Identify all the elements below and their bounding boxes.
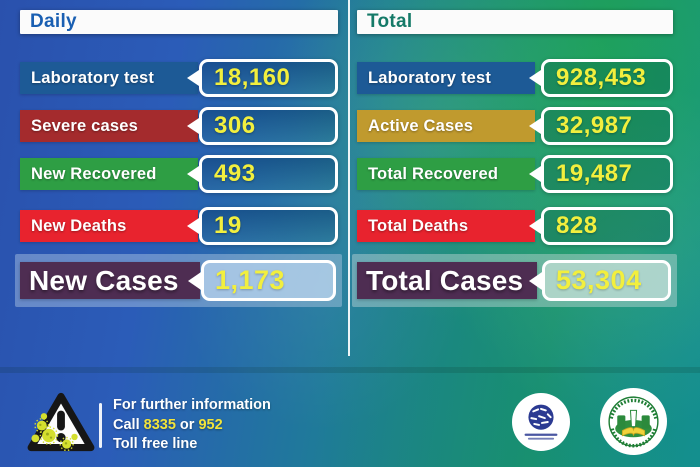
stat-value-box: 19 [199,207,338,245]
stat-label-bar: New Recovered [20,158,198,190]
stat-row-total-active-cases: Active Cases 32,987 [357,107,673,145]
stat-value-box: 306 [199,107,338,145]
highlight-value-box: 53,304 [542,260,671,301]
stat-label-bar: Laboratory test [357,62,535,94]
public-health-institute-logo [600,388,667,455]
daily-panel-header: Daily [20,10,338,34]
stat-label-bar: Laboratory test [20,62,198,94]
stat-row-total-laboratory-test: Laboratory test 928,453 [357,59,673,97]
stat-label-bar: Total Deaths [357,210,535,242]
column-divider-line [348,0,350,356]
footer-info-line3: Toll free line [113,436,198,452]
stat-label-bar: New Deaths [20,210,198,242]
call-label: Call [113,416,144,433]
stat-value-box: 18,160 [199,59,338,97]
stat-value-box: 493 [199,155,338,193]
stat-label-bar: Total Recovered [357,158,535,190]
ministry-of-health-logo [512,393,570,451]
virus-warning-triangle-icon [27,392,95,452]
daily-panel: Daily Laboratory test 18,160 Severe case… [15,10,342,307]
footer-separator [0,367,700,373]
stat-value-box: 32,987 [541,107,673,145]
stat-value-box: 19,487 [541,155,673,193]
stat-row-total-recovered: Total Recovered 19,487 [357,155,673,193]
total-panel: Total Laboratory test 928,453 Active Cas… [352,10,677,307]
footer-info-line2: Call 8335 or 952 [113,416,271,436]
footer-info-line1: For further information [113,397,271,413]
highlight-label-bar: New Cases [20,262,200,299]
stat-label-bar: Severe cases [20,110,198,142]
highlight-value-box: 1,173 [201,260,336,301]
highlight-row-new-cases: New Cases 1,173 [15,254,342,307]
stat-label-bar: Active Cases [357,110,535,142]
stat-row-total-deaths: Total Deaths 828 [357,207,673,245]
stat-row-daily-severe-cases: Severe cases 306 [20,107,338,145]
total-panel-header: Total [357,10,673,34]
or-label: or [175,416,199,433]
highlight-label-bar: Total Cases [357,262,537,299]
stat-row-daily-laboratory-test: Laboratory test 18,160 [20,59,338,97]
footer-info-text: For further information Call 8335 or 952… [113,396,271,455]
stat-row-daily-new-recovered: New Recovered 493 [20,155,338,193]
hotline-number-2: 952 [198,416,223,433]
hotline-number-1: 8335 [143,416,176,433]
highlight-row-total-cases: Total Cases 53,304 [352,254,677,307]
footer-divider-line [99,403,102,448]
stat-value-box: 928,453 [541,59,673,97]
stat-row-daily-new-deaths: New Deaths 19 [20,207,338,245]
stat-value-box: 828 [541,207,673,245]
